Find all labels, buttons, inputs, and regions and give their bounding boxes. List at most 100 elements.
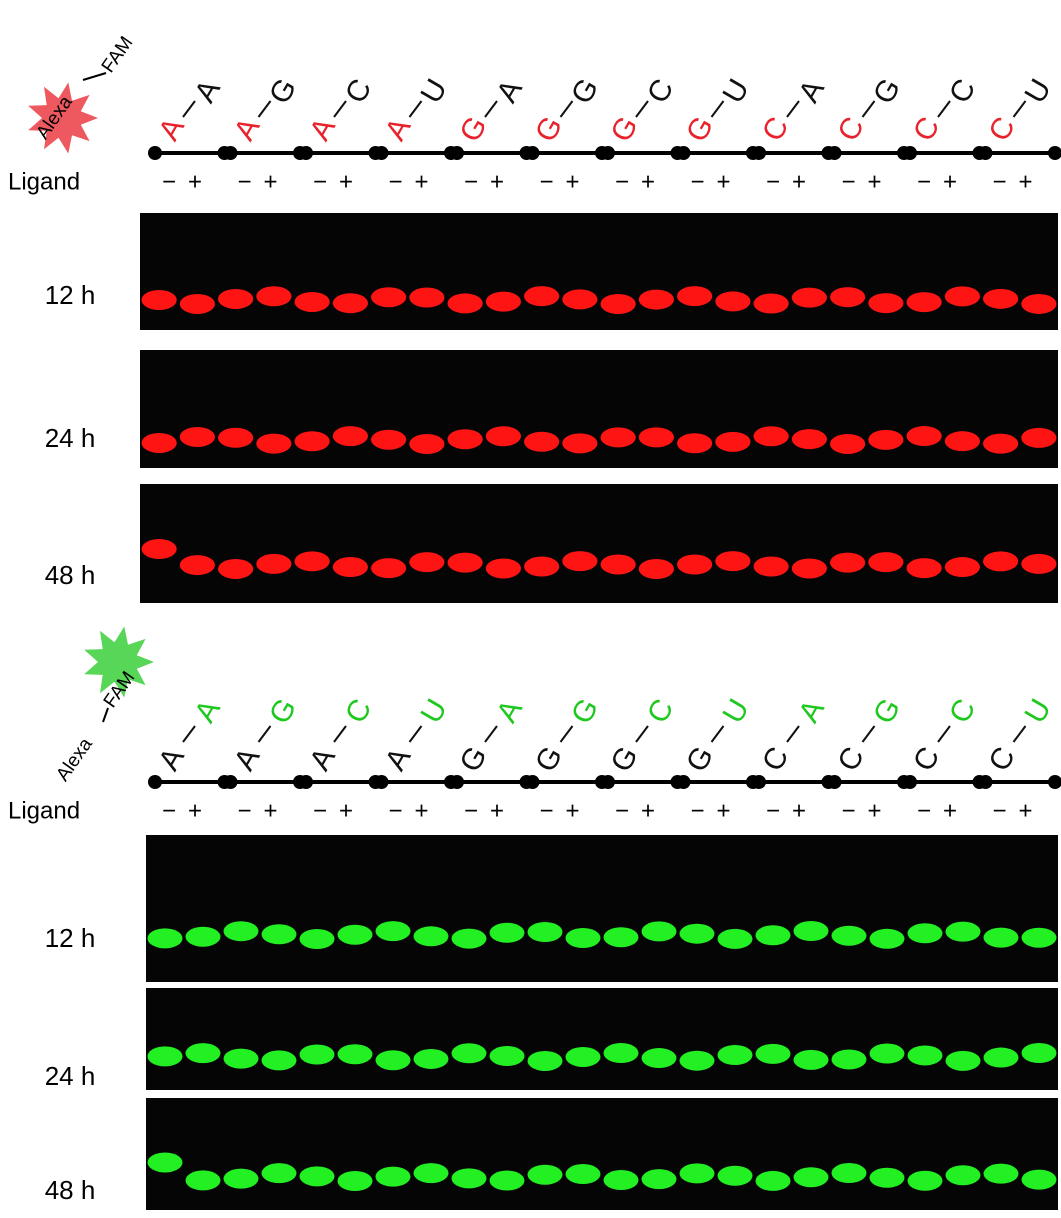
lane-sign: − <box>615 168 629 195</box>
gel-band <box>791 558 827 579</box>
gel-band <box>641 921 677 942</box>
pair-dash <box>710 100 725 118</box>
gel-band <box>185 926 221 947</box>
pair-dash <box>937 725 951 743</box>
gel-image <box>140 350 1058 468</box>
gel-band <box>489 1046 525 1067</box>
gel-image <box>146 988 1058 1090</box>
gel-band <box>830 287 866 308</box>
gel-band <box>565 1046 601 1067</box>
nucleotide: G <box>263 693 303 730</box>
gel-band <box>179 426 215 447</box>
gel-band <box>753 293 789 314</box>
gel-band <box>141 290 177 310</box>
gel-band <box>223 921 259 942</box>
strand-end <box>1048 146 1061 160</box>
gel-band <box>830 552 866 573</box>
gel-band <box>375 1166 411 1187</box>
pair-dash <box>484 725 498 743</box>
gel-band <box>337 1044 373 1065</box>
gel-band <box>562 289 598 310</box>
gel-band <box>223 1048 259 1069</box>
gel-band <box>1021 293 1057 314</box>
lane-sign: − <box>539 797 553 824</box>
nucleotide: G <box>867 693 907 730</box>
lane-sign: − <box>237 797 251 824</box>
strand-end <box>903 775 917 789</box>
gel-band <box>600 554 636 575</box>
gel-band <box>983 551 1019 572</box>
strand-end <box>827 775 842 789</box>
gel-band <box>638 427 674 448</box>
gel-band <box>1021 427 1057 448</box>
gel-band <box>294 291 330 312</box>
gel-band <box>489 1170 525 1191</box>
pair-dash <box>408 725 423 743</box>
lane-sign: − <box>388 168 402 195</box>
gel-band <box>562 433 598 454</box>
strand-end <box>978 146 993 160</box>
gel-band <box>527 1164 563 1185</box>
gel-band <box>447 429 483 450</box>
gel-image <box>146 1098 1058 1210</box>
strand-end <box>525 146 540 160</box>
gel-band <box>715 291 751 312</box>
gel-band <box>256 433 292 454</box>
gel-band <box>983 288 1019 309</box>
gel-band <box>638 559 674 579</box>
lane-sign: + <box>716 168 730 195</box>
gel-band <box>332 293 368 314</box>
strand-end <box>223 775 238 789</box>
gel-band <box>1021 553 1057 574</box>
gel-band <box>753 426 789 447</box>
gel-band <box>375 1050 411 1071</box>
dye-label: Alexa <box>52 734 97 785</box>
gel-band <box>641 1048 677 1069</box>
nucleotide: U <box>716 694 755 729</box>
gel-band <box>906 558 942 579</box>
gel-band <box>945 921 981 942</box>
dye-linker <box>82 72 107 81</box>
gel-band <box>299 1166 335 1187</box>
gel-band <box>141 432 177 453</box>
pair-dash <box>710 725 725 743</box>
lane-sign: + <box>490 797 504 824</box>
gel-band <box>907 923 943 944</box>
strand-end <box>299 146 313 160</box>
time-label: 48 h <box>45 1175 96 1205</box>
gel-image <box>140 213 1058 330</box>
time-label: 48 h <box>45 560 96 590</box>
nucleotide: C <box>943 694 982 729</box>
strand-end <box>752 775 766 789</box>
gel-band <box>409 552 445 573</box>
gel-band <box>717 928 753 949</box>
nucleotide: G <box>529 741 569 778</box>
gel-band <box>679 1163 715 1184</box>
gel-band <box>409 433 445 454</box>
gel-band <box>603 927 639 948</box>
gel-band <box>717 1044 753 1065</box>
gel-band <box>447 293 483 314</box>
gel-band <box>371 429 407 450</box>
gel-band <box>218 558 254 579</box>
gel-band <box>294 431 330 452</box>
lane-sign: − <box>917 797 931 824</box>
nucleotide: C <box>641 694 680 729</box>
lane-sign: + <box>339 168 353 195</box>
nucleotide: G <box>454 111 494 148</box>
strand-end <box>676 146 691 160</box>
gel-band <box>603 1170 639 1191</box>
strand-end <box>450 775 464 789</box>
gel-band <box>185 1170 221 1191</box>
gel-band <box>409 287 445 308</box>
gel-band <box>527 921 563 942</box>
lane-sign: + <box>1018 797 1032 824</box>
lane-sign: − <box>539 168 553 195</box>
gel-band <box>715 551 751 572</box>
fluor-star <box>84 626 154 698</box>
lane-sign: + <box>263 797 277 824</box>
gel-band <box>261 1050 297 1071</box>
gel-band <box>413 1163 449 1184</box>
ligand-label: Ligand <box>8 168 80 195</box>
gel-band <box>868 552 904 573</box>
